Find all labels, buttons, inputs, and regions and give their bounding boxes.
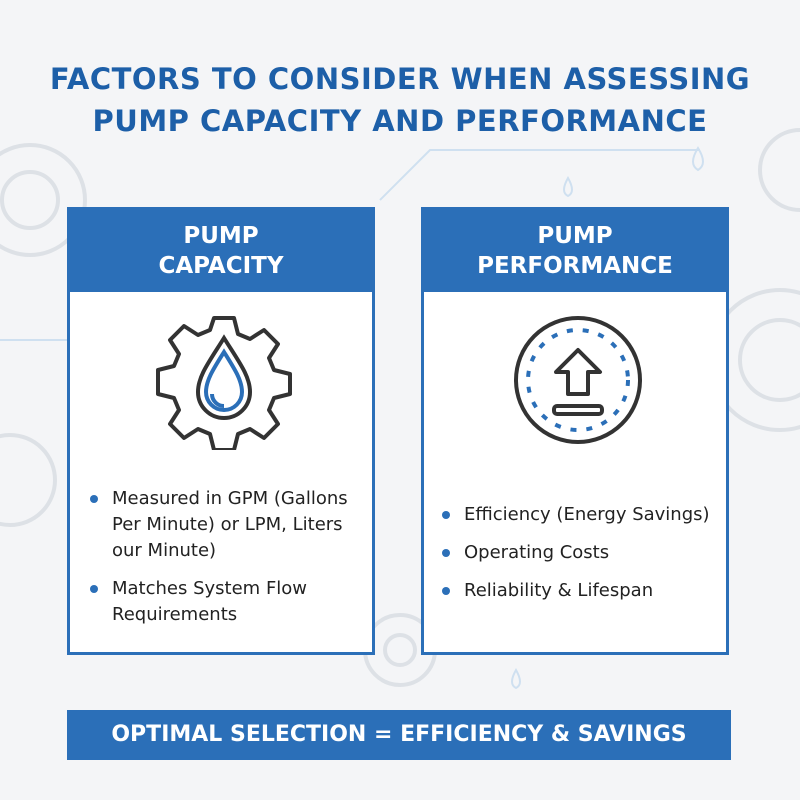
title-line: FACTORS TO CONSIDER WHEN ASSESSING — [49, 62, 751, 96]
bullet-list: Measured in GPM (Gallons Per Minute) or … — [86, 486, 366, 640]
heading-line: PUMP — [183, 223, 259, 249]
gear-drop-icon — [156, 316, 292, 450]
title: FACTORS TO CONSIDER WHEN ASSESSING PUMP … — [0, 58, 800, 142]
card-heading: PUMP PERFORMANCE — [424, 210, 726, 292]
gauge-icon — [514, 316, 642, 444]
heading-line: CAPACITY — [158, 253, 284, 279]
bullet-item: Matches System Flow Requirements — [86, 576, 366, 628]
footer-banner: OPTIMAL SELECTION = EFFICIENCY & SAVINGS — [67, 710, 731, 760]
bullet-item: Efficiency (Energy Savings) — [438, 502, 728, 528]
bullet-list: Efficiency (Energy Savings) Operating Co… — [438, 502, 728, 616]
heading-line: PUMP — [537, 223, 613, 249]
bullet-item: Reliability & Lifespan — [438, 578, 728, 604]
heading-line: PERFORMANCE — [477, 253, 673, 279]
title-line: PUMP CAPACITY AND PERFORMANCE — [92, 104, 708, 138]
card-heading: PUMP CAPACITY — [70, 210, 372, 292]
bullet-item: Operating Costs — [438, 540, 728, 566]
card: PUMP PERFORMANCE Efficiency (Energy Savi… — [421, 207, 729, 655]
card: PUMP CAPACITY Measured in GPM (Gallons P… — [67, 207, 375, 655]
bullet-item: Measured in GPM (Gallons Per Minute) or … — [86, 486, 366, 564]
